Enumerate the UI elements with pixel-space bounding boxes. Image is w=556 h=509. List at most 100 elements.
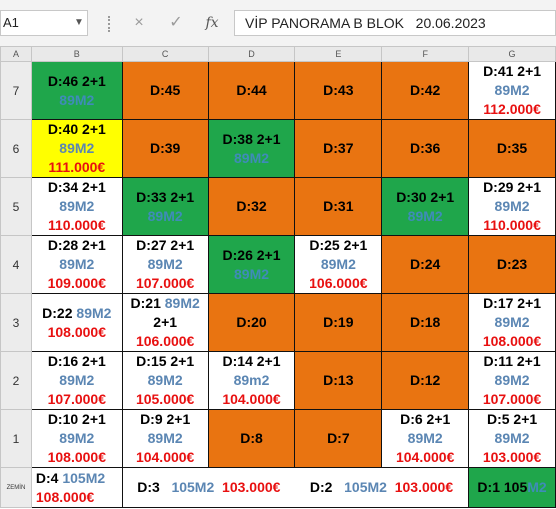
apartment-cell-b[interactable]: D:34 2+1 89M2 110.000€ [31, 178, 122, 236]
unit-label: D:14 2+1 [209, 352, 295, 371]
apartment-cell-c[interactable]: D:33 2+1 89M2 [122, 178, 208, 236]
apartment-cell-d4[interactable]: D:4 105M2 108.000€ [31, 468, 122, 508]
unit-number: D:21 [131, 295, 161, 311]
apartment-cell-b[interactable]: D:46 2+1 89M2 [31, 62, 122, 120]
unit-size: 89M2 [295, 255, 381, 274]
apartment-cell-c[interactable]: D:45 [122, 62, 208, 120]
apartment-cell-b[interactable]: D:28 2+1 89M2 109.000€ [31, 236, 122, 294]
apartment-cell-c[interactable]: D:15 2+1 89M2 105.000€ [122, 352, 208, 410]
confirm-icon[interactable]: ✓ [163, 10, 189, 36]
unit-label: D:41 2+1 [469, 62, 555, 81]
unit-number: D:2 [310, 479, 333, 495]
apartment-cell-d3[interactable]: D:3 105M2 103.000€ [122, 468, 295, 508]
apartment-cell-d[interactable]: D:38 2+1 89M2 [208, 120, 295, 178]
unit-size-suffix: M2 [527, 479, 546, 495]
apartment-cell-d[interactable]: D:44 [208, 62, 295, 120]
apartment-cell-e[interactable]: D:13 [295, 352, 382, 410]
unit-price: 109.000€ [32, 274, 122, 293]
cancel-icon[interactable]: × [126, 10, 152, 36]
row-header[interactable]: 5 [1, 178, 32, 236]
name-box-dropdown-icon[interactable]: ▼ [74, 10, 84, 36]
unit-size: 89M2 [32, 197, 122, 216]
unit-price: 108.000€ [32, 323, 122, 342]
row-header-zemin[interactable]: ZEMİN [1, 468, 32, 508]
col-header-e[interactable]: E [295, 47, 382, 62]
unit-size: 89M2 [32, 371, 122, 390]
unit-label: D:5 2+1 [469, 410, 555, 429]
row-header[interactable]: 6 [1, 120, 32, 178]
apartment-cell-b[interactable]: D:40 2+1 89M2 111.000€ [31, 120, 122, 178]
apartment-cell-d1[interactable]: D:1 105M2 [469, 468, 556, 508]
unit-label: D:19 [295, 313, 381, 332]
unit-price: 107.000€ [469, 390, 555, 409]
col-header-b[interactable]: B [31, 47, 122, 62]
apartment-cell-c[interactable]: D:27 2+1 89M2 107.000€ [122, 236, 208, 294]
apartment-cell-g[interactable]: D:41 2+1 89M2 112.000€ [469, 62, 556, 120]
apartment-cell-f[interactable]: D:6 2+1 89M2 104.000€ [382, 410, 469, 468]
unit-size: 89M2 [382, 429, 468, 448]
col-header-c[interactable]: C [122, 47, 208, 62]
apartment-cell-d2[interactable]: D:2 105M2 103.000€ [295, 468, 469, 508]
unit-label: D:24 [382, 255, 468, 274]
apartment-cell-d[interactable]: D:14 2+1 89m2 104.000€ [208, 352, 295, 410]
unit-price: 108.000€ [32, 448, 122, 467]
unit-price: 110.000€ [469, 216, 555, 235]
col-header-a[interactable]: A [1, 47, 32, 62]
apartment-cell-f[interactable]: D:42 [382, 62, 469, 120]
col-header-f[interactable]: F [382, 47, 469, 62]
unit-label: D:18 [382, 313, 468, 332]
apartment-cell-f[interactable]: D:18 [382, 294, 469, 352]
unit-label: D:10 2+1 [32, 410, 122, 429]
floor-row: 4 D:28 2+1 89M2 109.000€ D:27 2+1 89M2 107.000… [1, 236, 556, 294]
unit-label: D:20 [209, 313, 295, 332]
apartment-cell-g[interactable]: D:29 2+1 89M2 110.000€ [469, 178, 556, 236]
row-header[interactable]: 3 [1, 294, 32, 352]
row-header[interactable]: 1 [1, 410, 32, 468]
unit-label: D:44 [209, 81, 295, 100]
insert-function-icon[interactable]: fx [199, 10, 225, 36]
apartment-cell-f[interactable]: D:36 [382, 120, 469, 178]
apartment-cell-c[interactable]: D:9 2+1 89M2 104.000€ [122, 410, 208, 468]
apartment-cell-g[interactable]: D:35 [469, 120, 556, 178]
apartment-cell-d[interactable]: D:32 [208, 178, 295, 236]
apartment-cell-c[interactable]: D:21 89M2 2+1 106.000€ [122, 294, 208, 352]
apartment-cell-g[interactable]: D:11 2+1 89M2 107.000€ [469, 352, 556, 410]
unit-label: D:12 [382, 371, 468, 390]
col-header-d[interactable]: D [208, 47, 295, 62]
apartment-cell-f[interactable]: D:30 2+1 89M2 [382, 178, 469, 236]
apartment-cell-d[interactable]: D:8 [208, 410, 295, 468]
unit-label: D:29 2+1 [469, 178, 555, 197]
row-header[interactable]: 2 [1, 352, 32, 410]
formula-input[interactable]: VİP PANORAMA B BLOK 20.06.2023 [234, 10, 556, 36]
apartment-cell-e[interactable]: D:43 [295, 62, 382, 120]
col-header-g[interactable]: G [469, 47, 556, 62]
apartment-cell-b[interactable]: D:10 2+1 89M2 108.000€ [31, 410, 122, 468]
apartment-cell-g[interactable]: D:23 [469, 236, 556, 294]
unit-size: 89M2 [469, 81, 555, 100]
apartment-cell-e[interactable]: D:19 [295, 294, 382, 352]
unit-label: D:32 [209, 197, 295, 216]
apartment-cell-e[interactable]: D:31 [295, 178, 382, 236]
unit-size: 89M2 [165, 295, 200, 311]
apartment-cell-f[interactable]: D:12 [382, 352, 469, 410]
apartment-cell-f[interactable]: D:24 [382, 236, 469, 294]
apartment-cell-g[interactable]: D:17 2+1 89M2 108.000€ [469, 294, 556, 352]
apartment-cell-e[interactable]: D:25 2+1 89M2 106.000€ [295, 236, 382, 294]
apartment-cell-b[interactable]: D:22 89M2 108.000€ [31, 294, 122, 352]
unit-size: 89m2 [209, 371, 295, 390]
apartment-cell-c[interactable]: D:39 [122, 120, 208, 178]
apartment-cell-g[interactable]: D:5 2+1 89M2 103.000€ [469, 410, 556, 468]
apartment-cell-e[interactable]: D:37 [295, 120, 382, 178]
apartment-cell-e[interactable]: D:7 [295, 410, 382, 468]
unit-rooms: 2+1 [123, 313, 208, 332]
unit-price: 103.000€ [469, 448, 555, 467]
unit-price: 112.000€ [469, 100, 555, 119]
apartment-cell-b[interactable]: D:16 2+1 89M2 107.000€ [31, 352, 122, 410]
apartment-cell-d[interactable]: D:26 2+1 89M2 [208, 236, 295, 294]
row-header[interactable]: 7 [1, 62, 32, 120]
unit-price: 103.000€ [222, 479, 280, 495]
unit-size: 89M2 [76, 305, 111, 321]
apartment-cell-d[interactable]: D:20 [208, 294, 295, 352]
floor-row: 7 D:46 2+1 89M2 D:45 D:44 D:43 D:42 D:41 2+1 89M… [1, 62, 556, 120]
row-header[interactable]: 4 [1, 236, 32, 294]
